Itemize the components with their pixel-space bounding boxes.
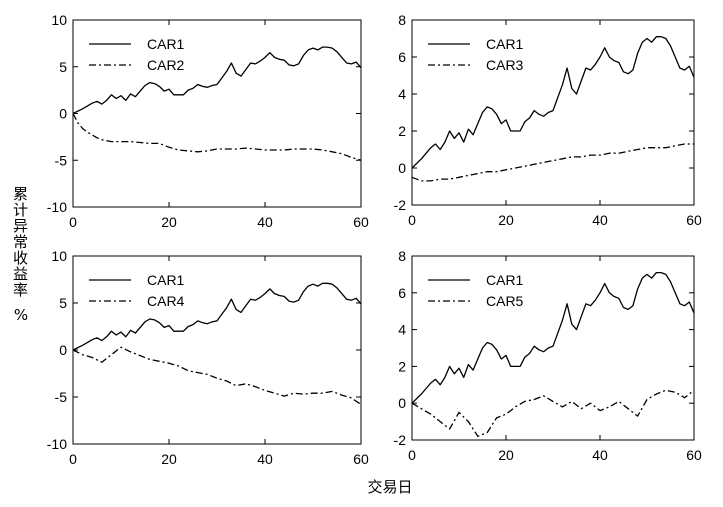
legend-label-car5: CAR5 [486,293,524,309]
x-tick-label: 20 [498,447,514,463]
series-line-car1 [411,36,695,169]
y-tick-label: 5 [59,59,67,75]
x-tick-label: 0 [69,451,77,467]
x-tick-label: 60 [686,447,702,463]
plot-frame [411,19,695,206]
chart-panel-top-left: 0 20 40 60 -10 -5 0 5 10 CAR1 CAR2 [47,12,369,230]
y-tick-label: 4 [398,322,406,338]
series-line-car4 [72,346,362,406]
y-tick-label: 8 [398,248,406,264]
x-tick-label: 40 [257,451,273,467]
series-line-car5 [411,389,695,437]
legend-label-car1: CAR1 [147,272,185,288]
y-tick-label: 10 [51,248,67,264]
x-tick-label: 40 [257,214,273,230]
legend-label-car1: CAR1 [147,36,185,52]
x-tick-label: 0 [408,447,416,463]
x-tick-label: 60 [686,212,702,228]
x-tick-label: 20 [161,214,177,230]
series-line-car3 [411,143,694,182]
legend-label-car1: CAR1 [486,272,524,288]
y-axis-unit: % [13,306,29,324]
series-line-car1 [72,282,362,351]
y-tick-label: 6 [398,285,406,301]
legend-label-car2: CAR2 [147,57,185,73]
legend-label-car1: CAR1 [486,36,524,52]
x-axis-label: 交易日 [367,478,413,496]
plot-frame [411,255,695,441]
y-tick-label: -10 [47,199,67,215]
y-tick-label: 6 [398,49,406,65]
y-axis-label: 累计异常收益率 [11,186,29,298]
plot-frame [72,19,362,208]
y-tick-label: 2 [398,358,406,374]
y-tick-label: -2 [394,432,407,448]
x-tick-label: 60 [353,451,369,467]
y-tick-label: 0 [59,106,67,122]
x-tick-label: 0 [69,214,77,230]
plot-frame [72,255,362,445]
series-line-car2 [72,113,362,161]
y-tick-label: 2 [398,123,406,139]
y-tick-label: -5 [55,152,68,168]
y-tick-label: 10 [51,12,67,28]
y-tick-label: -10 [47,436,67,452]
x-tick-label: 40 [592,212,608,228]
y-tick-label: -2 [394,197,407,213]
x-tick-label: 20 [161,451,177,467]
legend-label-car3: CAR3 [486,57,524,73]
x-tick-label: 60 [353,214,369,230]
series-line-car1 [72,46,362,115]
y-tick-label: 0 [398,395,406,411]
x-tick-label: 20 [498,212,514,228]
series-line-car1 [411,271,695,404]
y-tick-label: -5 [55,389,68,405]
y-tick-label: 0 [398,160,406,176]
y-tick-label: 0 [59,342,67,358]
chart-panel-bottom-left: 0 20 40 60 -10 -5 0 5 10 CAR1 CAR4 [47,248,369,467]
y-tick-label: 8 [398,12,406,28]
legend-label-car4: CAR4 [147,293,185,309]
x-tick-label: 40 [592,447,608,463]
y-tick-label: 4 [398,86,406,102]
y-tick-label: 5 [59,295,67,311]
x-tick-label: 0 [408,212,416,228]
